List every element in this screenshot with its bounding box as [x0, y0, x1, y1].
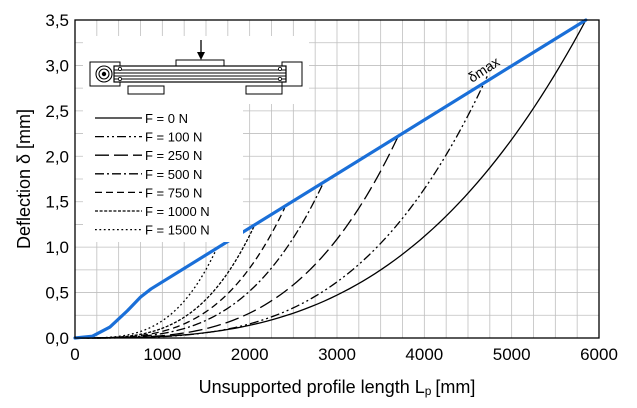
x-tick-label: 4000	[405, 345, 443, 364]
inset-illustration	[83, 36, 309, 104]
y-tick-label: 3,5	[45, 11, 69, 30]
y-tick-label: 1,0	[45, 238, 69, 257]
x-tick-label: 5000	[493, 345, 531, 364]
x-tick-label: 1000	[143, 345, 181, 364]
y-tick-label: 1,5	[45, 193, 69, 212]
y-axis-label: Deflection δ [mm]	[14, 109, 34, 249]
legend-label: F = 100 N	[145, 130, 202, 145]
x-tick-label: 6000	[580, 345, 618, 364]
series-line-250n	[75, 136, 399, 339]
x-axis-label: Unsupported profile length Lp [mm]	[199, 377, 476, 398]
x-tick-label: 0	[70, 345, 79, 364]
legend-label: F = 1500 N	[145, 223, 210, 238]
plot-frame	[74, 19, 600, 339]
y-tick-label: 2,0	[45, 147, 69, 166]
legend: F = 0 N F = 100 N F = 250 N F = 500 N F = 75…	[83, 104, 243, 242]
y-axis-ticks: 0,0 0,5 1,0 1,5 2,0 2,5 3,0 3,5	[45, 11, 69, 348]
x-axis-ticks: 0 1000 2000 3000 4000 5000 6000	[70, 345, 618, 364]
x-tick-label: 3000	[318, 345, 356, 364]
legend-label: F = 1000 N	[145, 204, 210, 219]
envelope-line	[73, 18, 588, 340]
legend-label: F = 500 N	[145, 167, 202, 182]
x-tick-label: 2000	[231, 345, 269, 364]
legend-label: F = 0 N	[145, 111, 188, 126]
legend-label: F = 750 N	[145, 185, 202, 200]
y-tick-label: 3,0	[45, 56, 69, 75]
y-tick-label: 0,0	[45, 329, 69, 348]
delta-max-annotation: δmax	[465, 53, 502, 85]
y-tick-label: 2,5	[45, 102, 69, 121]
legend-label: F = 250 N	[145, 148, 202, 163]
series-line-0n	[75, 19, 587, 339]
y-tick-label: 0,5	[45, 284, 69, 303]
